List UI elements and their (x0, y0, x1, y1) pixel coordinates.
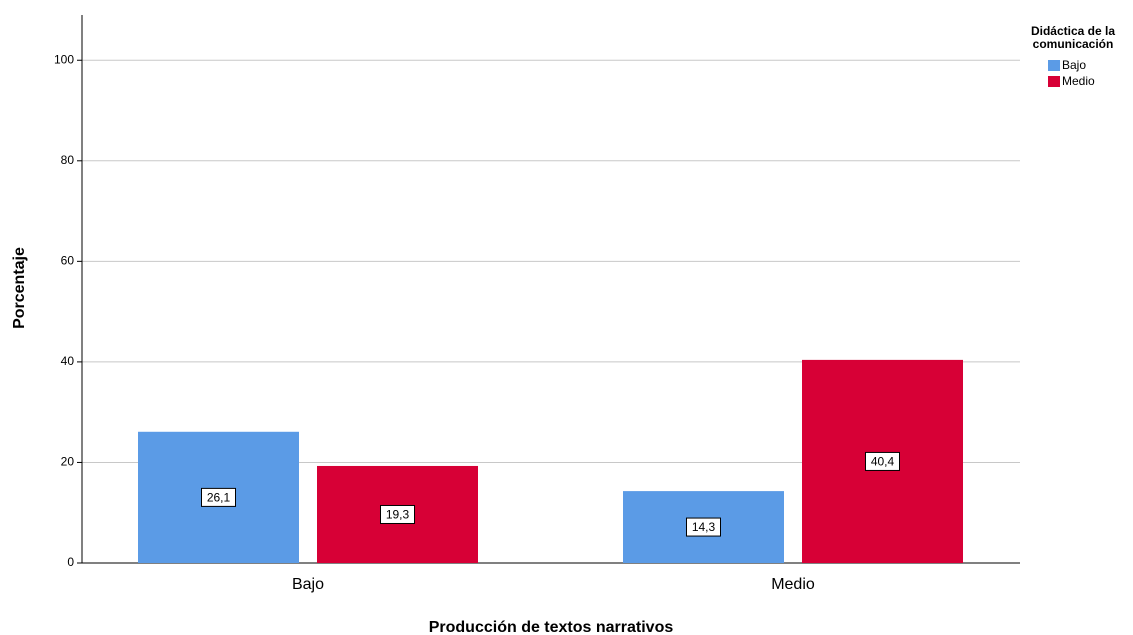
legend-swatch (1048, 76, 1060, 87)
value-label: 14,3 (692, 520, 716, 534)
value-label-box (686, 517, 721, 537)
y-tick-label: 40 (61, 354, 75, 368)
y-tick-label: 20 (61, 455, 75, 469)
value-label: 19,3 (386, 508, 410, 522)
legend-swatch (1048, 60, 1060, 71)
legend-label: Medio (1062, 74, 1095, 88)
value-label: 40,4 (871, 455, 895, 469)
x-tick-label: Medio (771, 576, 815, 593)
x-axis-label: Producción de textos narrativos (429, 619, 674, 635)
value-label-box (380, 504, 415, 524)
y-axis-label: Porcentaje (11, 247, 28, 329)
value-label-box (201, 487, 236, 507)
y-tick-label: 80 (61, 153, 75, 167)
y-tick-label: 60 (61, 254, 75, 268)
value-label-box (865, 451, 900, 471)
value-label: 26,1 (207, 491, 231, 505)
legend-label: Bajo (1062, 58, 1086, 72)
x-tick-label: Bajo (292, 576, 324, 593)
y-tick-label: 100 (54, 52, 74, 66)
legend-title: Didáctica de la comunicación (1030, 24, 1116, 51)
y-tick-label: 0 (67, 555, 74, 569)
